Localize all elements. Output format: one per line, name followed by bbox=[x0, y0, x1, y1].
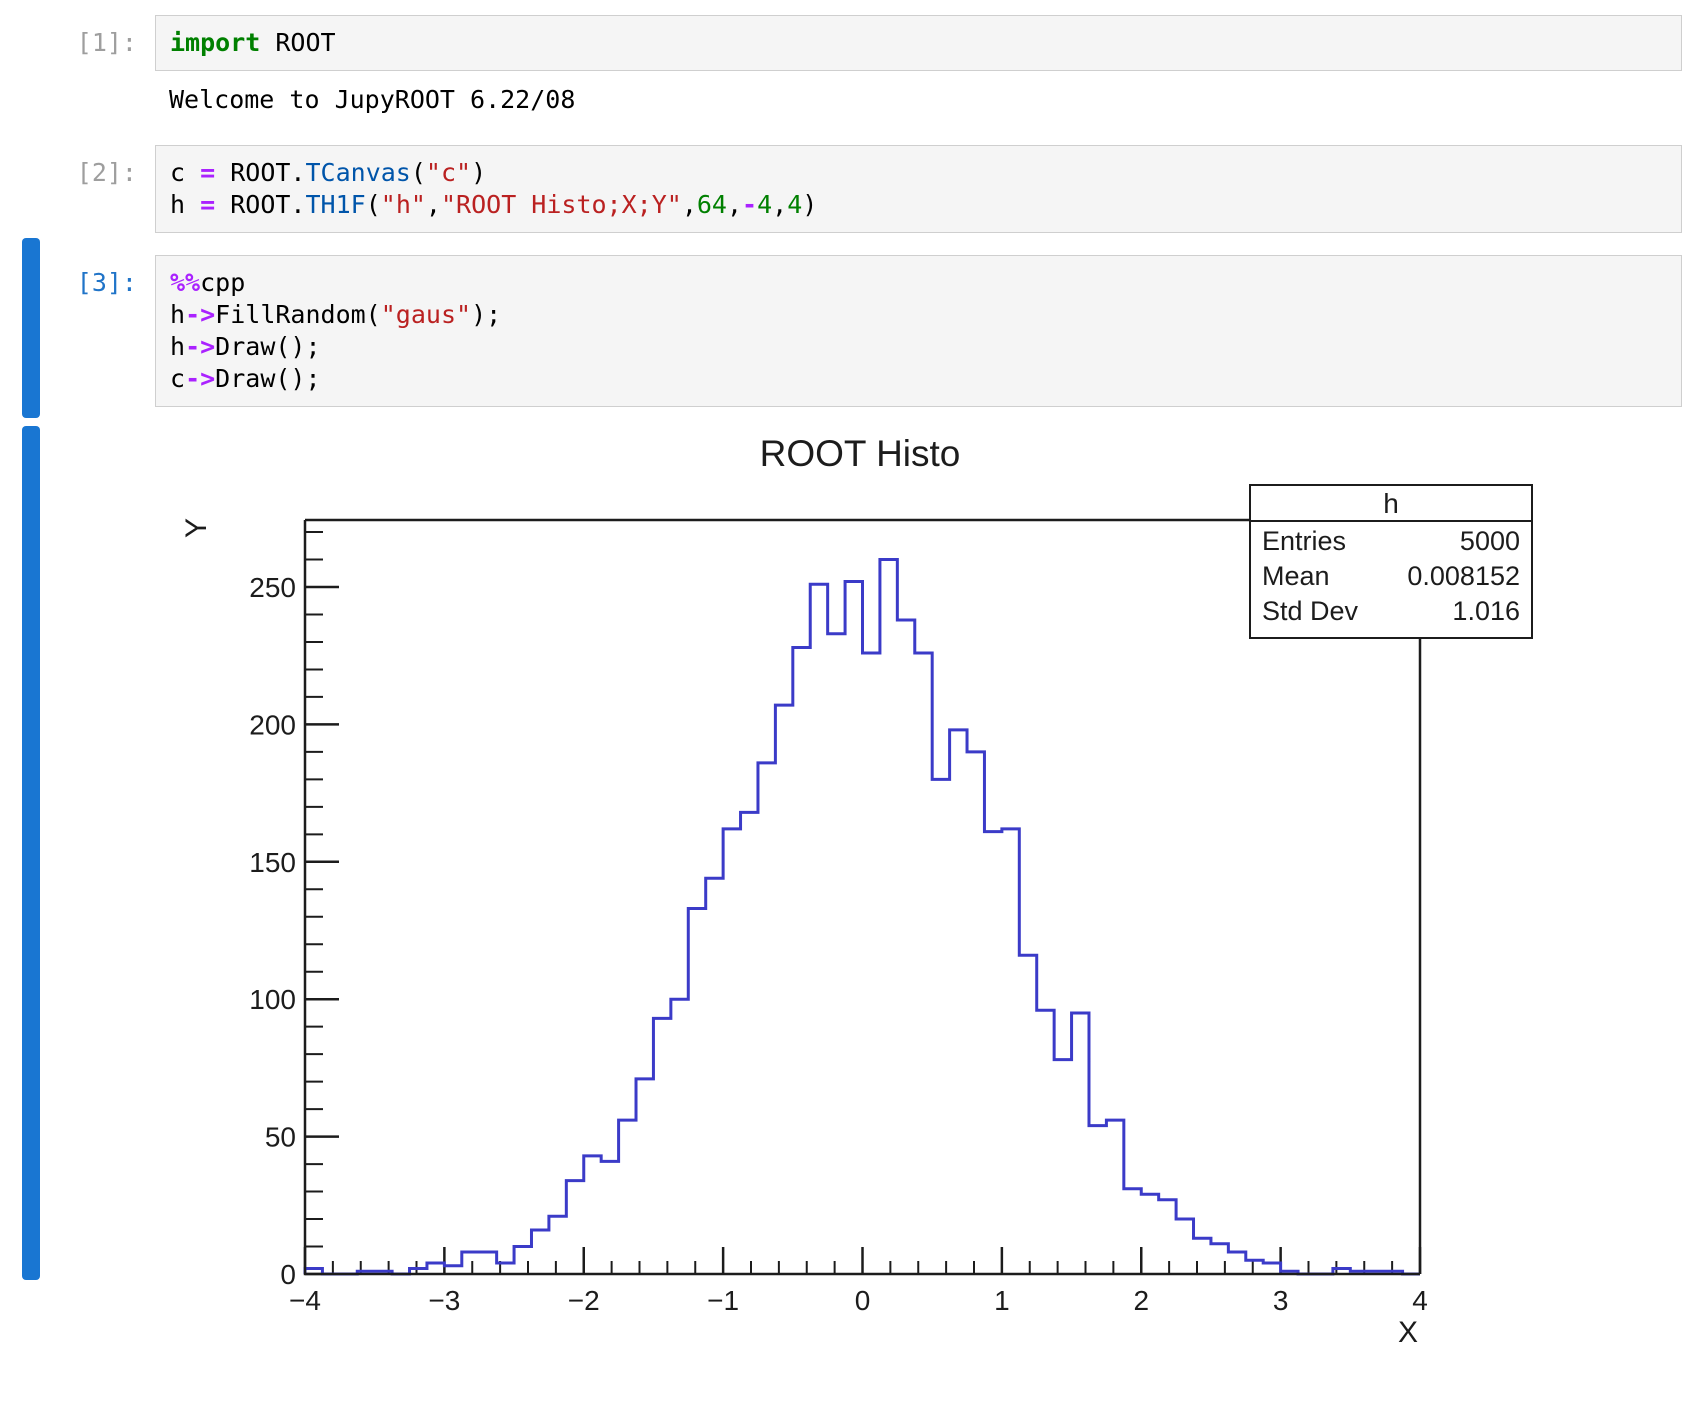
svg-text:1: 1 bbox=[994, 1285, 1010, 1316]
root-canvas-output: −4 −3 −2 −1 0 1 2 3 4 0 50 100 150 200 250 ROOT Histo X Y… bbox=[0, 400, 1698, 1406]
svg-text:1.016: 1.016 bbox=[1452, 596, 1520, 626]
cell2-execution-prompt: [2]: bbox=[76, 158, 137, 187]
svg-text:−3: −3 bbox=[428, 1285, 460, 1316]
svg-text:h: h bbox=[1383, 488, 1399, 519]
code-line: h = ROOT.TH1F("h","ROOT Histo;X;Y",64,-4… bbox=[170, 190, 818, 219]
code-line: c = ROOT.TCanvas("c") bbox=[170, 158, 487, 187]
svg-text:0.008152: 0.008152 bbox=[1407, 561, 1520, 591]
svg-text:−1: −1 bbox=[707, 1285, 739, 1316]
cell3-input-collapser[interactable] bbox=[22, 238, 40, 418]
cell2-input[interactable]: c = ROOT.TCanvas("c") h = ROOT.TH1F("h",… bbox=[155, 145, 1682, 233]
svg-text:0: 0 bbox=[855, 1285, 871, 1316]
svg-text:−2: −2 bbox=[568, 1285, 600, 1316]
svg-text:100: 100 bbox=[249, 984, 296, 1015]
svg-text:Entries: Entries bbox=[1262, 526, 1346, 556]
histogram-plot: −4 −3 −2 −1 0 1 2 3 4 0 50 100 150 200 250 ROOT Histo X Y… bbox=[180, 433, 1533, 1349]
code-line: %%cpp bbox=[170, 268, 246, 297]
svg-text:−4: −4 bbox=[289, 1285, 321, 1316]
code-line: h->FillRandom("gaus"); bbox=[170, 300, 502, 329]
svg-text:3: 3 bbox=[1273, 1285, 1289, 1316]
code-line: import ROOT bbox=[170, 28, 336, 57]
svg-text:Std Dev: Std Dev bbox=[1262, 596, 1359, 626]
svg-text:X: X bbox=[1398, 1316, 1418, 1349]
svg-text:50: 50 bbox=[265, 1122, 296, 1153]
cell1-output-text: Welcome to JupyROOT 6.22/08 bbox=[169, 85, 576, 114]
svg-text:Mean: Mean bbox=[1262, 561, 1330, 591]
cell1-execution-prompt: [1]: bbox=[76, 28, 137, 57]
cell1-input[interactable]: import ROOT bbox=[155, 15, 1682, 71]
svg-text:0: 0 bbox=[280, 1259, 296, 1290]
svg-text:2: 2 bbox=[1133, 1285, 1149, 1316]
svg-text:150: 150 bbox=[249, 847, 296, 878]
cell3-input[interactable]: %%cpp h->FillRandom("gaus"); h->Draw(); … bbox=[155, 255, 1682, 407]
code-line: h->Draw(); bbox=[170, 332, 321, 361]
svg-text:Y: Y bbox=[180, 518, 213, 538]
svg-text:ROOT Histo: ROOT Histo bbox=[760, 433, 961, 474]
svg-text:5000: 5000 bbox=[1460, 526, 1520, 556]
svg-text:4: 4 bbox=[1412, 1285, 1428, 1316]
svg-text:250: 250 bbox=[249, 572, 296, 603]
svg-text:200: 200 bbox=[249, 709, 296, 740]
cell3-output-collapser[interactable] bbox=[22, 426, 40, 1280]
code-line: c->Draw(); bbox=[170, 364, 321, 393]
cell3-execution-prompt: [3]: bbox=[76, 268, 137, 297]
